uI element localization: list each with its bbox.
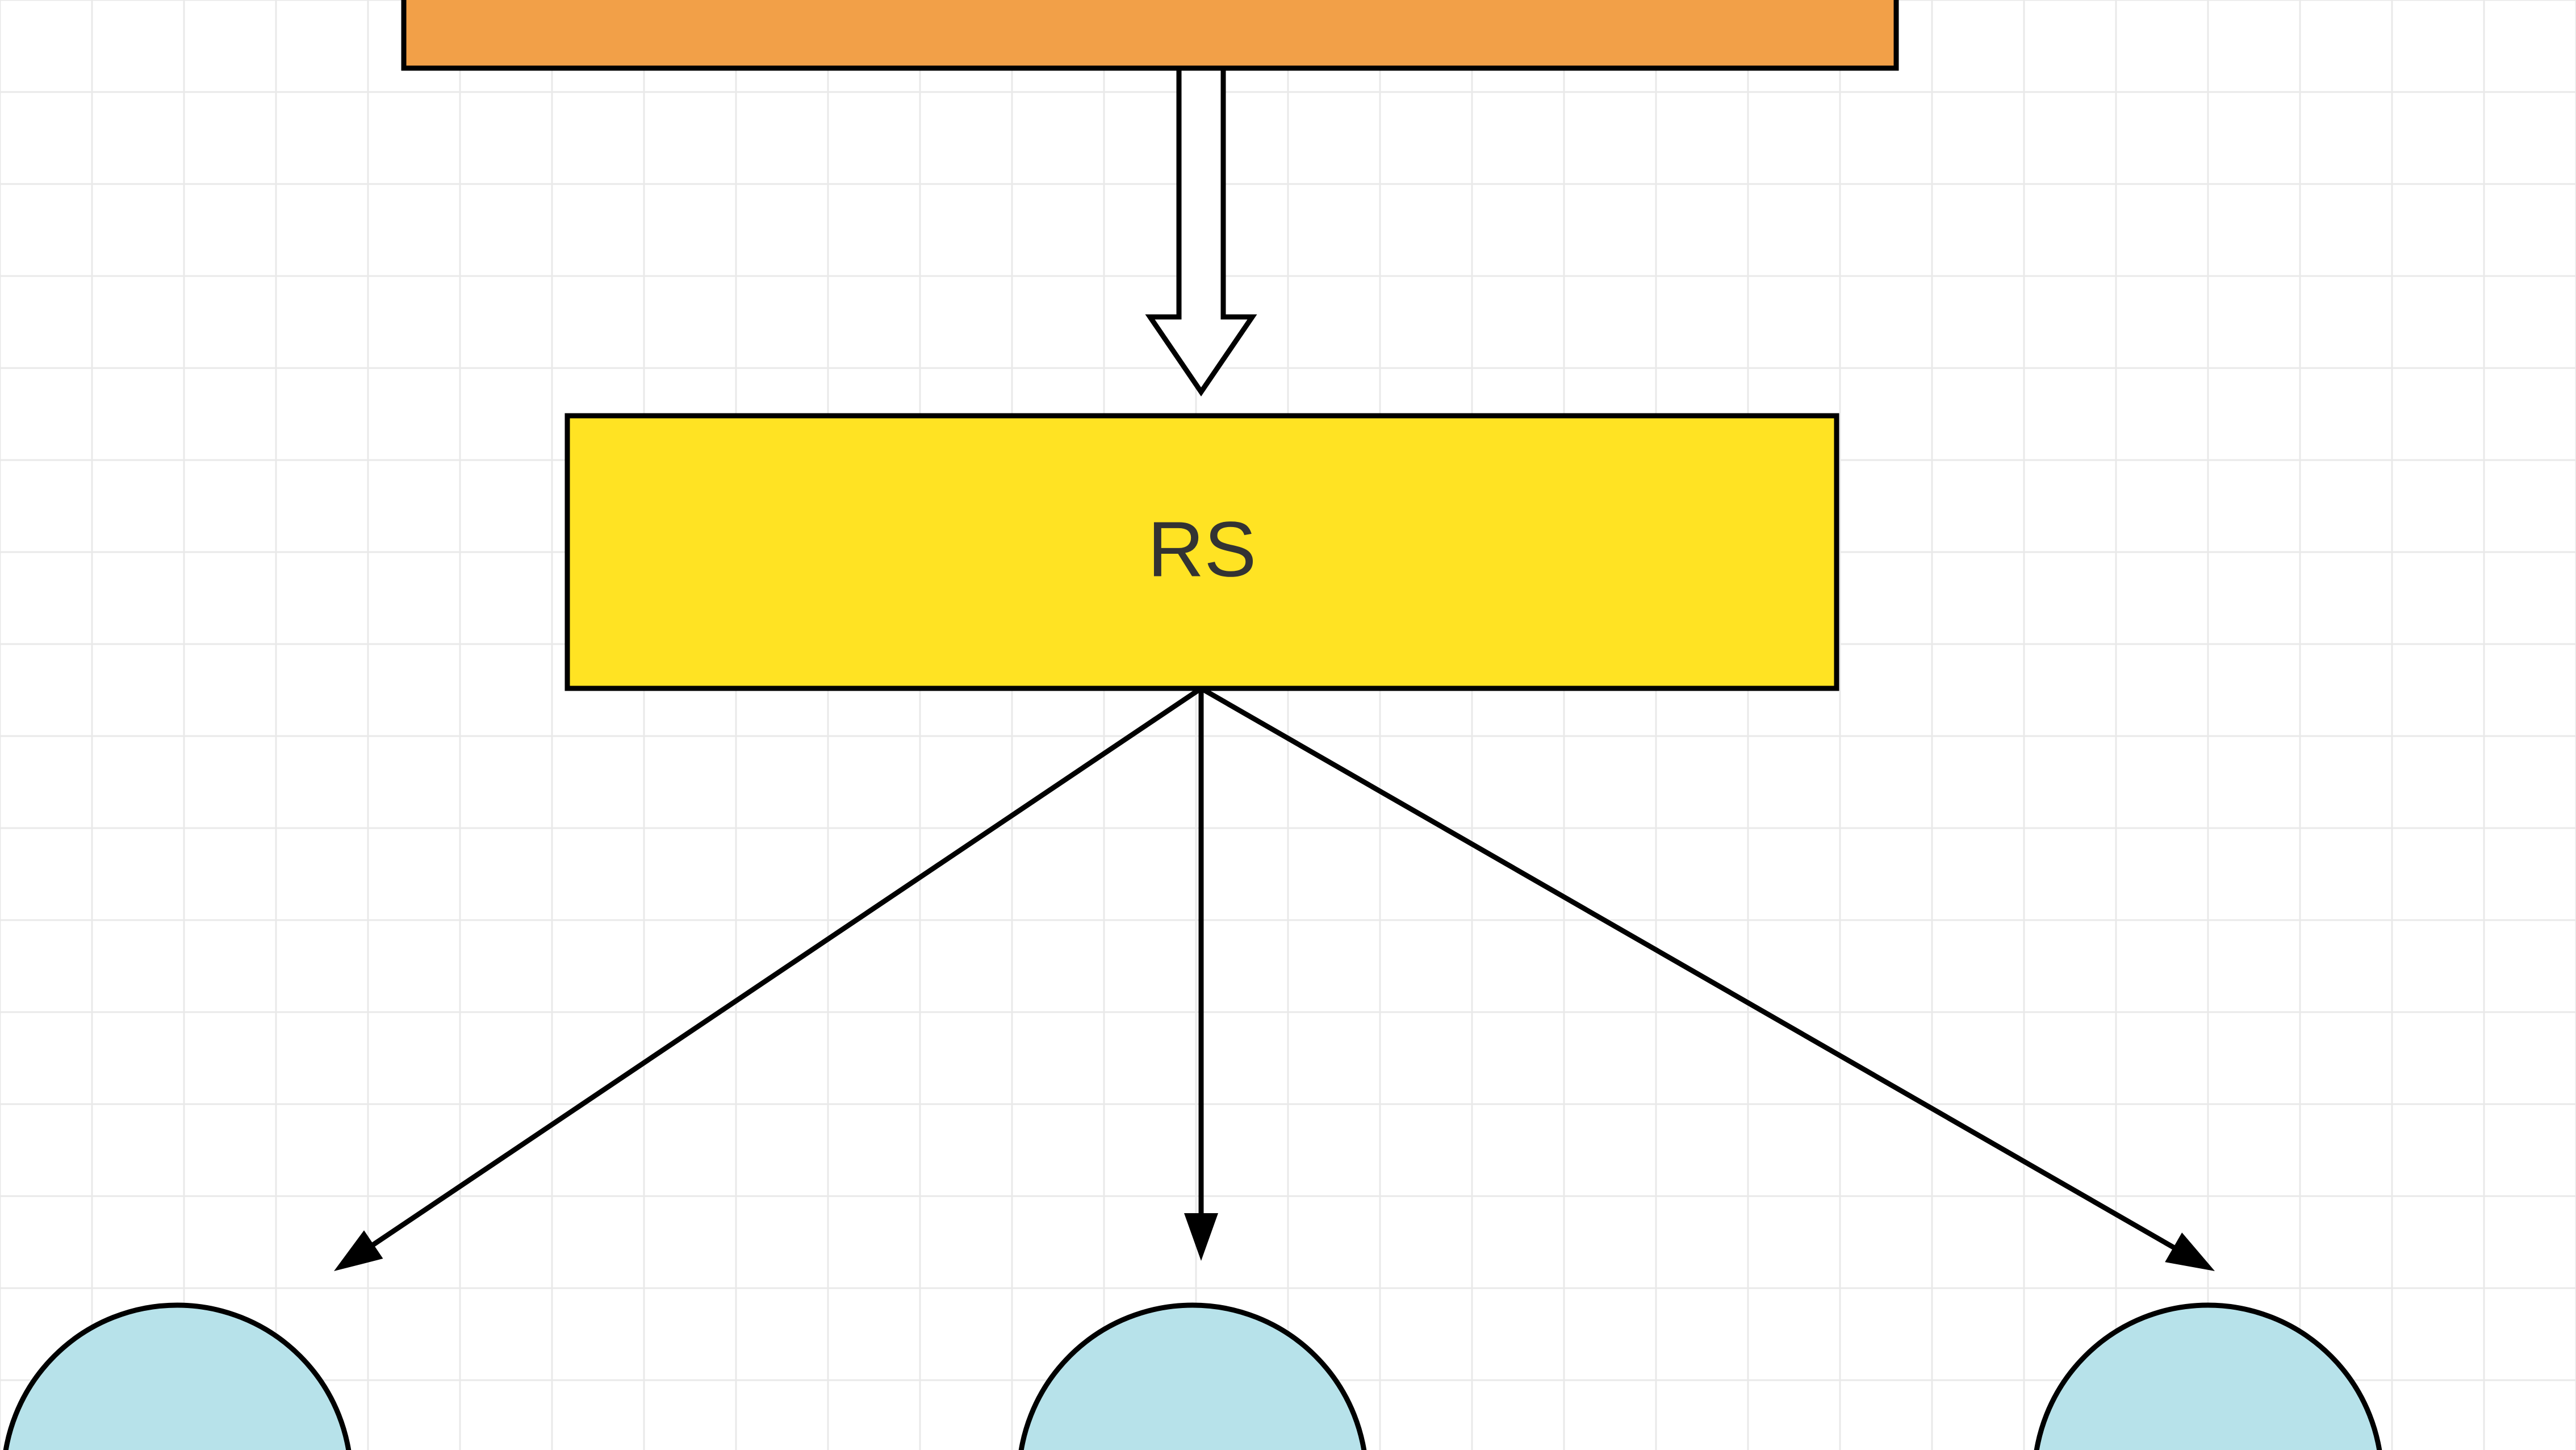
diagram-svg: RS — [0, 0, 2576, 1450]
top-box — [404, 0, 1896, 68]
diagram-canvas: RS — [0, 0, 2576, 1450]
rs-box: RS — [567, 416, 1837, 688]
rs-box-label: RS — [1148, 505, 1257, 593]
